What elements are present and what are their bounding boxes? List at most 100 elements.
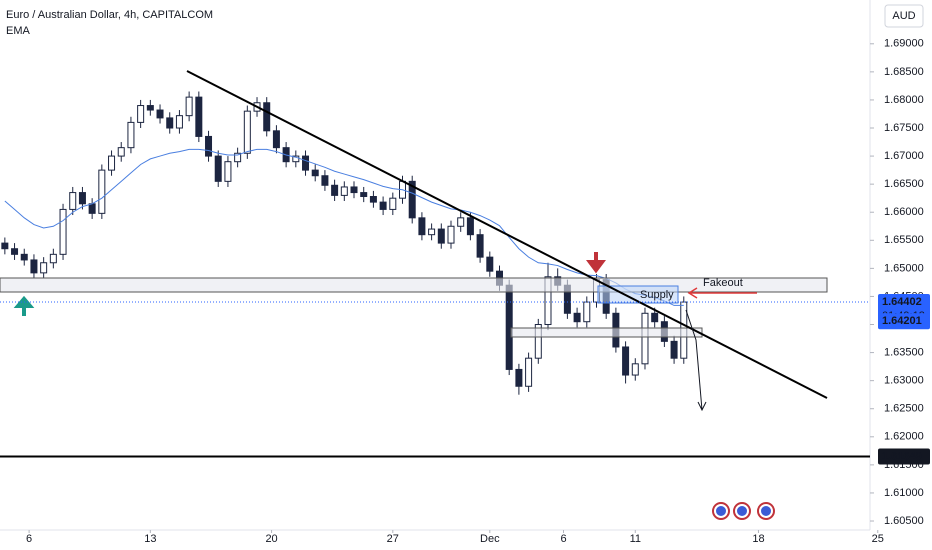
candle-body bbox=[175, 115, 183, 129]
candle-body bbox=[340, 186, 348, 196]
candle-body bbox=[631, 363, 639, 376]
event-icon-inner bbox=[716, 506, 726, 516]
candle-body bbox=[534, 324, 542, 359]
candle-body bbox=[69, 192, 77, 210]
ema-line bbox=[4, 148, 684, 306]
candle-body bbox=[98, 169, 106, 214]
candle-body bbox=[272, 130, 280, 149]
x-tick-label: 11 bbox=[630, 533, 641, 545]
annotation: Supply bbox=[640, 289, 674, 301]
annotation: Fakeout bbox=[703, 277, 743, 289]
price-label-bg bbox=[878, 448, 930, 465]
candle-body bbox=[205, 135, 213, 157]
y-tick-label: 1.65500 bbox=[884, 234, 924, 246]
candle-body bbox=[418, 217, 426, 236]
x-tick-label: Dec bbox=[480, 533, 500, 545]
candle-body bbox=[311, 169, 319, 177]
candle-body bbox=[379, 201, 387, 210]
y-tick-label: 1.68500 bbox=[884, 66, 924, 78]
candle-body bbox=[515, 368, 523, 387]
y-tick-label: 1.60500 bbox=[884, 515, 924, 527]
candle-body bbox=[525, 357, 533, 387]
arrow-left bbox=[687, 287, 757, 299]
price-label: 1.64402 bbox=[882, 296, 922, 308]
candle-body bbox=[11, 248, 19, 255]
y-tick-label: 1.66500 bbox=[884, 178, 924, 190]
y-tick-label: 1.65000 bbox=[884, 262, 924, 274]
candle-body bbox=[243, 110, 251, 154]
x-tick-label: 13 bbox=[144, 533, 156, 545]
candle-body bbox=[88, 203, 96, 214]
event-icon-inner bbox=[761, 506, 771, 516]
x-tick-label: 25 bbox=[872, 533, 884, 545]
candle-body bbox=[486, 256, 494, 272]
y-tick-label: 1.67000 bbox=[884, 150, 924, 162]
y-tick-label: 1.68000 bbox=[884, 94, 924, 106]
x-tick-label: 6 bbox=[26, 533, 32, 545]
price-label-bg bbox=[878, 313, 930, 330]
candle-body bbox=[573, 312, 581, 323]
candle-body bbox=[214, 155, 222, 182]
icons bbox=[712, 502, 775, 520]
candle-body bbox=[408, 180, 416, 219]
trendline bbox=[186, 70, 828, 399]
chart-title: Euro / Australian Dollar, 4h, CAPITALCOM bbox=[6, 9, 213, 21]
arrow-projection bbox=[685, 309, 707, 412]
candle-body bbox=[59, 208, 67, 255]
candle-body bbox=[583, 301, 591, 323]
y-tick-label: 1.66000 bbox=[884, 206, 924, 218]
y-tick-label: 1.63500 bbox=[884, 346, 924, 358]
x-tick-label: 27 bbox=[387, 533, 399, 545]
arrow-up bbox=[13, 295, 35, 316]
candle-body bbox=[156, 109, 164, 119]
candle-body bbox=[117, 147, 125, 157]
indicator-label: EMA bbox=[6, 25, 31, 37]
candle-body bbox=[321, 175, 329, 186]
candle-body bbox=[331, 184, 339, 196]
candle-body bbox=[1, 242, 9, 250]
zone bbox=[510, 327, 703, 338]
candle-body bbox=[195, 96, 203, 137]
candle-body bbox=[146, 105, 154, 111]
price-label: 1.64201 bbox=[882, 315, 922, 327]
candle-body bbox=[428, 228, 436, 236]
candle-body bbox=[292, 155, 300, 163]
candle-body bbox=[78, 192, 86, 205]
candle-body bbox=[505, 284, 513, 370]
candle-body bbox=[185, 96, 193, 117]
candle-body bbox=[234, 152, 242, 163]
candle-body bbox=[137, 105, 145, 123]
candle-body bbox=[369, 196, 377, 203]
candle-body bbox=[457, 217, 465, 227]
candle-body bbox=[302, 155, 310, 171]
candle-body bbox=[127, 121, 135, 149]
candle-body bbox=[437, 228, 445, 244]
candle-body bbox=[30, 259, 38, 274]
candle-body bbox=[20, 253, 28, 261]
candle-body bbox=[108, 155, 116, 171]
currency-button[interactable] bbox=[884, 4, 924, 28]
event-icon-inner bbox=[737, 506, 747, 516]
candle-body bbox=[389, 197, 397, 210]
candle-body bbox=[670, 340, 678, 359]
y-tick-label: 1.61000 bbox=[884, 487, 924, 499]
candle-body bbox=[350, 186, 358, 194]
candle-body bbox=[224, 161, 232, 182]
y-tick-label: 1.63000 bbox=[884, 375, 924, 387]
candle-body bbox=[49, 253, 57, 264]
y-tick-label: 1.67500 bbox=[884, 122, 924, 134]
price-label: 1.61649 bbox=[882, 450, 922, 462]
candle-body bbox=[641, 312, 649, 365]
candle-body bbox=[544, 276, 552, 326]
y-tick-label: 1.69000 bbox=[884, 38, 924, 50]
candle-body bbox=[466, 217, 474, 236]
currency-label: AUD bbox=[892, 10, 915, 22]
candle-body bbox=[476, 234, 484, 258]
x-tick-label: 6 bbox=[560, 533, 566, 545]
candle-body bbox=[166, 117, 174, 129]
x-tick-label: 18 bbox=[752, 533, 764, 545]
candle-body bbox=[447, 225, 455, 244]
candle-body bbox=[622, 346, 630, 376]
